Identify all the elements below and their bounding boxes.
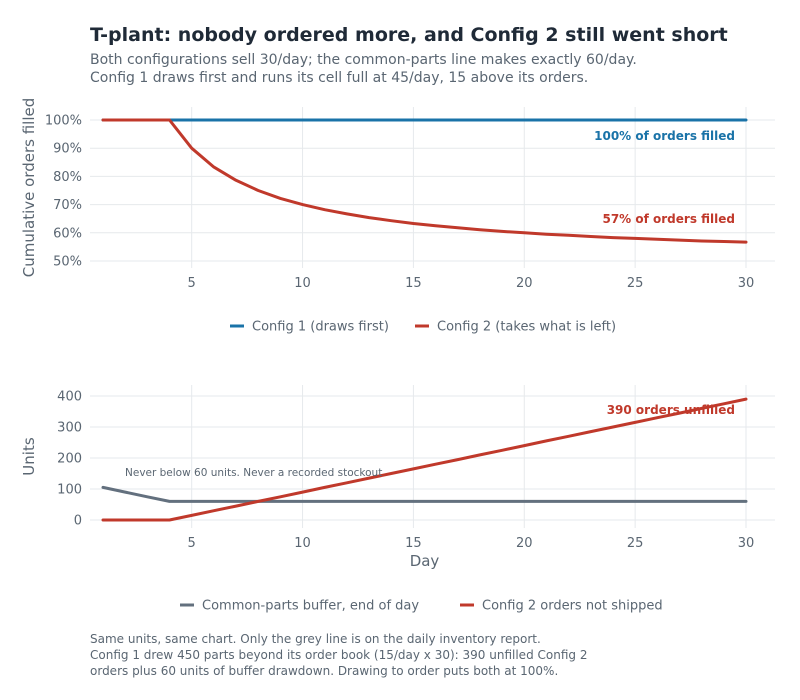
- annotation-label: 57% of orders filled: [602, 212, 735, 226]
- y-tick-label: 200: [57, 452, 82, 467]
- annotation-label: Never below 60 units. Never a recorded s…: [125, 467, 382, 479]
- x-tick-label: 15: [405, 536, 422, 551]
- x-tick-label: 20: [516, 536, 533, 551]
- series-line-1: [101, 485, 748, 503]
- y-tick-label: 300: [57, 421, 82, 436]
- chart-footnote: Same units, same chart. Only the grey li…: [90, 631, 690, 679]
- x-tick-label: 25: [627, 536, 644, 551]
- chart-panel-2: 0 100 200 300 400 5 10 15 20 25 30 Units Day Never be…: [20, 385, 775, 614]
- x-tick-label: 30: [738, 276, 755, 291]
- x-tick-label: 10: [294, 276, 311, 291]
- x-axis-title: Day: [410, 552, 440, 570]
- chart-panel-1: 50% 60% 70% 80% 90% 100% 5 10 15 20 25 30 Cumulative…: [20, 98, 775, 335]
- x-tick-label: 15: [405, 276, 422, 291]
- y-tick-label: 50%: [53, 255, 82, 270]
- y-axis-title: Cumulative orders filled: [20, 98, 38, 278]
- x-tick-label: 20: [516, 276, 533, 291]
- x-tick-label: 5: [188, 536, 196, 551]
- footnote-line-1: Same units, same chart. Only the grey li…: [90, 632, 541, 646]
- y-tick-label: 90%: [53, 142, 82, 157]
- y-axis-title: Units: [20, 437, 38, 476]
- subtitle-line-2: Config 1 draws first and runs its cell f…: [90, 70, 589, 86]
- y-tick-label: 400: [57, 390, 82, 405]
- x-tick-label: 30: [738, 536, 755, 551]
- footnote-line-2: Config 1 drew 450 parts beyond its order…: [90, 648, 588, 662]
- y-tick-label: 100%: [45, 114, 82, 129]
- series-line-2: [101, 397, 748, 522]
- x-tick-label: 5: [188, 276, 196, 291]
- chart-title: T-plant: nobody ordered more, and Config…: [90, 24, 728, 46]
- y-tick-label: 100: [57, 483, 82, 498]
- legend-label: Common-parts buffer, end of day: [202, 599, 419, 614]
- y-tick-label: 70%: [53, 198, 82, 213]
- footnote-line-3: orders plus 60 units of buffer drawdown.…: [90, 664, 559, 678]
- annotation-label: 100% of orders filled: [594, 129, 735, 143]
- subtitle-line-1: Both configurations sell 30/day; the com…: [90, 52, 637, 68]
- annotation-label: 390 orders unfilled: [607, 403, 735, 417]
- legend-label: Config 2 orders not shipped: [482, 599, 663, 614]
- legend-label: Config 2 (takes what is left): [437, 320, 616, 335]
- x-tick-label: 25: [627, 276, 644, 291]
- legend-label: Config 1 (draws first): [252, 320, 389, 335]
- y-tick-label: 60%: [53, 226, 82, 241]
- x-tick-label: 10: [294, 536, 311, 551]
- y-tick-label: 80%: [53, 170, 82, 185]
- chart-subtitle: Both configurations sell 30/day; the com…: [90, 51, 780, 87]
- y-tick-label: 0: [74, 514, 82, 529]
- series-line-2: [101, 118, 748, 244]
